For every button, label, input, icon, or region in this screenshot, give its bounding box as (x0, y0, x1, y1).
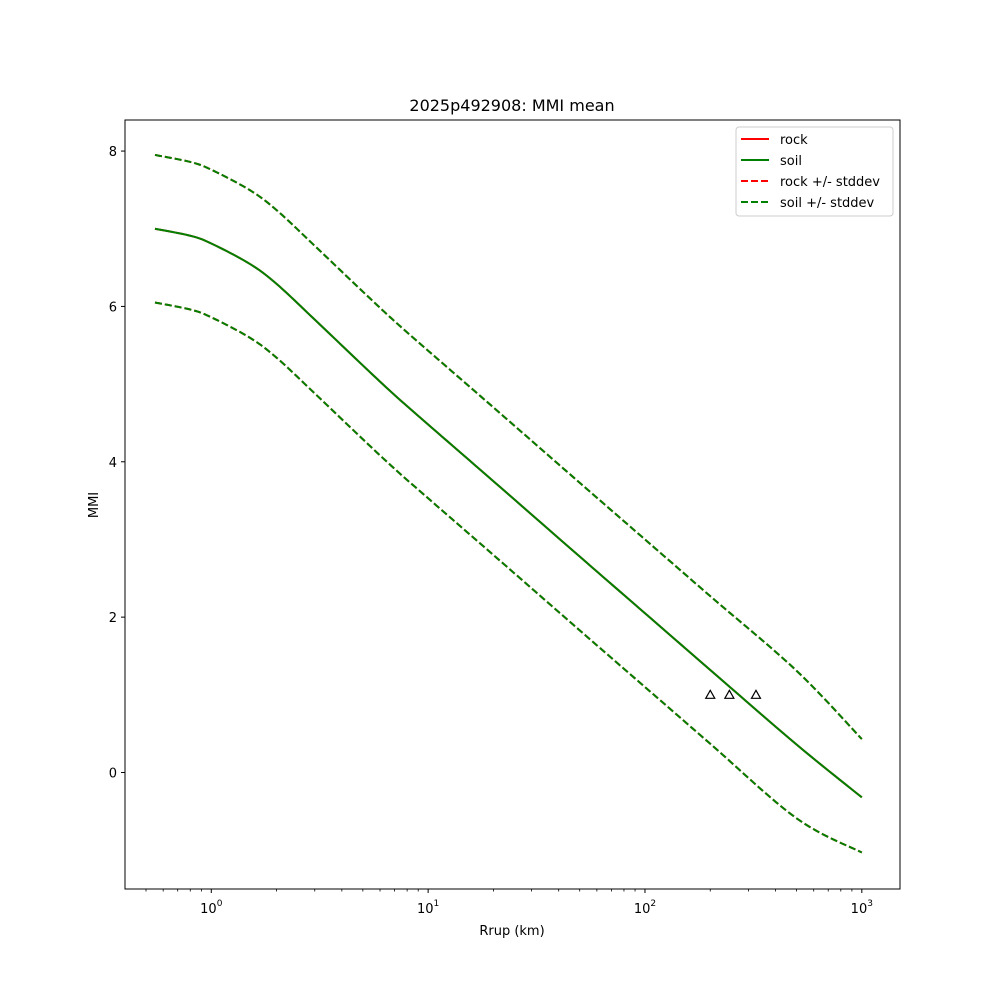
legend-label: soil (780, 154, 802, 169)
legend: rock soil rock +/- stddev soil +/- stddev (735, 126, 894, 217)
y-axis: 0 2 4 6 8 (109, 145, 125, 781)
x-axis: 100 101 102 103 (145, 889, 873, 917)
y-tick-label: 4 (109, 456, 117, 471)
legend-entry: soil (741, 154, 802, 169)
x-tick-label: 100 (200, 899, 223, 917)
plot-frame (124, 119, 901, 890)
y-tick-label: 0 (109, 766, 117, 781)
y-tick-label: 2 (109, 611, 117, 626)
observation-marker (723, 689, 735, 699)
legend-label: rock +/- stddev (780, 175, 880, 190)
legend-box (735, 126, 894, 217)
x-axis-title: Rrup (km) (479, 924, 544, 939)
y-tick-label: 6 (109, 300, 117, 315)
series-line-soil-stddev (154, 153, 863, 740)
x-tick-label: 101 (417, 899, 439, 917)
series-line-lower-band-5 (154, 301, 863, 854)
observation-marker (750, 689, 762, 699)
series-line-lower-band-3 (154, 301, 863, 854)
series-line-rock (154, 227, 863, 799)
series-line-rock-stddev (154, 153, 863, 740)
legend-label: soil +/- stddev (780, 196, 875, 211)
legend-entry: rock (741, 133, 808, 148)
legend-entry: soil +/- stddev (741, 196, 875, 211)
x-tick-label: 102 (634, 899, 656, 917)
legend-label: rock (780, 133, 808, 148)
x-tick-label: 103 (851, 899, 873, 917)
observation-marker (704, 689, 716, 699)
y-axis-title: MMI (87, 492, 102, 518)
series-line-soil (154, 227, 863, 799)
legend-entry: rock +/- stddev (741, 175, 880, 190)
y-tick-label: 8 (109, 145, 117, 160)
chart-title: 2025p492908: MMI mean (409, 96, 614, 115)
plot-area (154, 153, 863, 854)
